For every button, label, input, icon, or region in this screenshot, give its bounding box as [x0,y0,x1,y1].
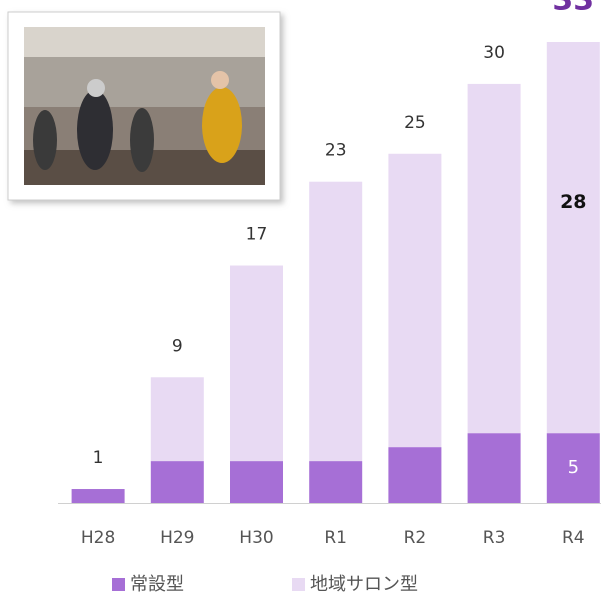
total-label: 23 [325,141,347,161]
x-tick-label: H30 [239,528,273,548]
bar-segment [546,433,600,503]
bar-segment [388,447,442,503]
legend-label: 地域サロン型 [310,574,418,595]
total-label: 1 [93,448,104,468]
total-label: 25 [404,113,426,133]
x-tick-label: R3 [483,528,506,548]
legend-swatch [112,578,125,591]
x-tick-label: R1 [324,528,347,548]
total-label: 30 [483,43,505,63]
bar-segment [230,461,283,503]
total-label: 9 [172,336,183,356]
data-label: 5 [568,457,579,478]
bar-segment [150,461,204,503]
total-label: 17 [246,225,268,245]
legend-swatch [292,578,305,591]
bar-segment [467,83,521,434]
bar-segment [388,153,442,448]
legend-label: 常設型 [130,574,184,595]
x-tick-label: H29 [160,528,194,548]
total-label: 33 [552,0,594,18]
bar-segment [546,42,600,434]
bar-segment [230,265,283,462]
x-tick-label: R4 [562,528,585,548]
bar-segment [309,181,363,462]
bar-segment [71,489,125,503]
x-tick-label: R2 [404,528,427,548]
data-label: 28 [560,191,586,213]
bar-segment [150,377,204,462]
bar-segment [467,433,521,503]
x-tick-label: H28 [81,528,115,548]
photo [7,11,281,201]
bar-segment [309,461,363,503]
